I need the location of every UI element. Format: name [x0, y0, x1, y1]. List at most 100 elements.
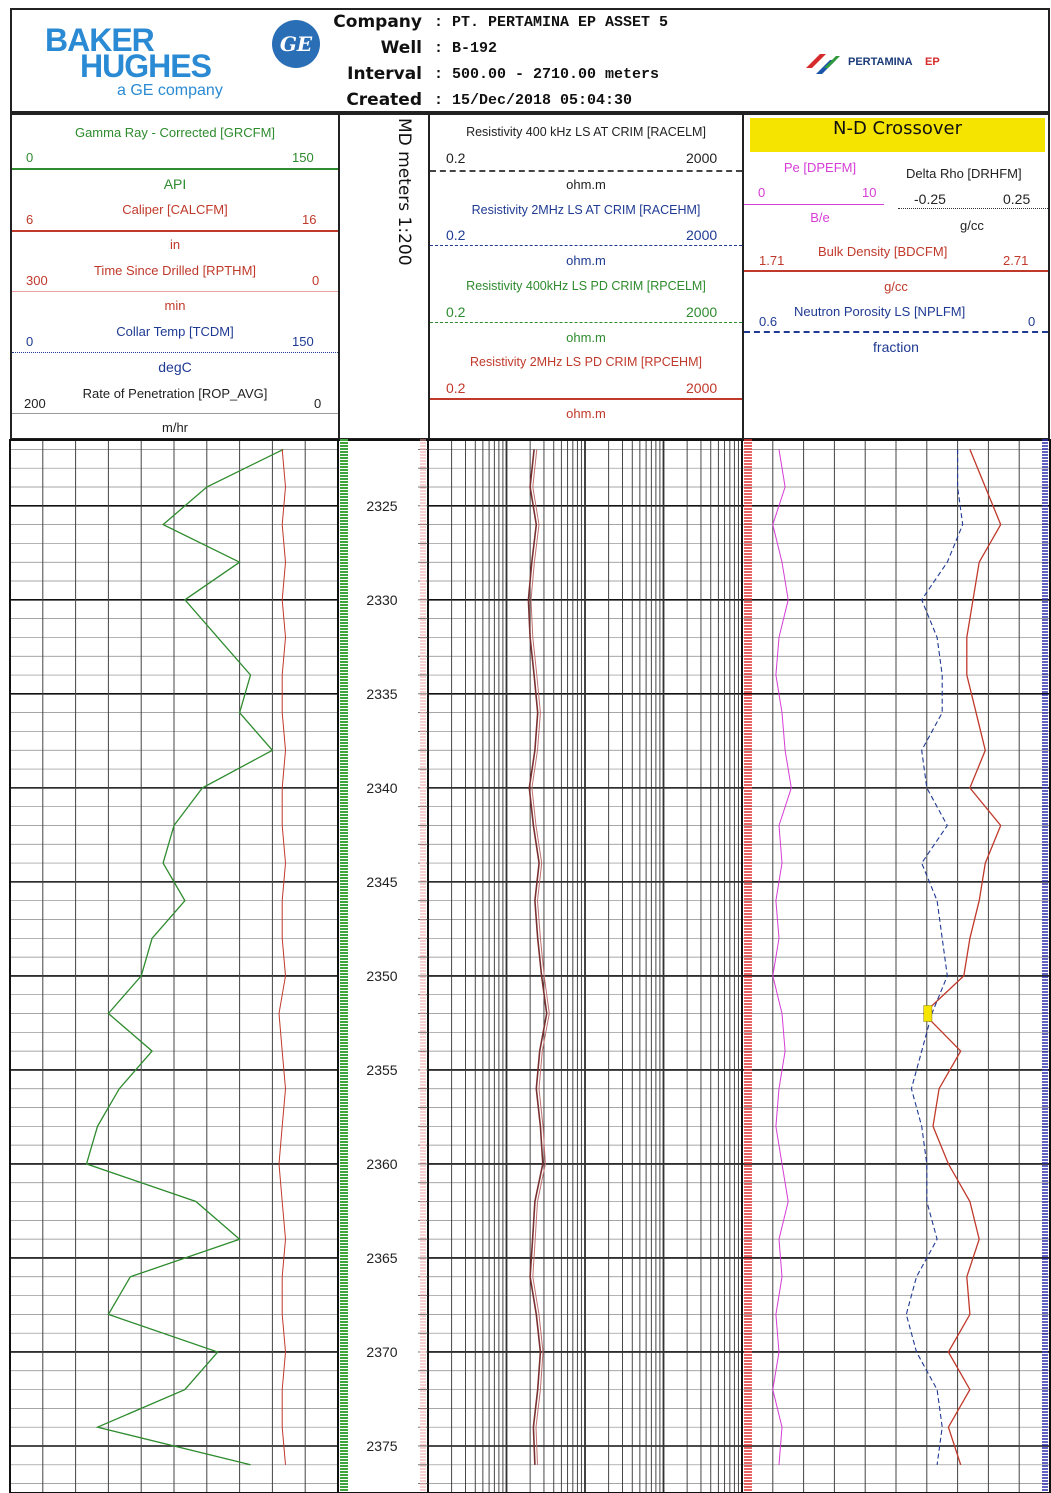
racehm-name: Resistivity 2MHz LS AT CRIM [RACEHM]	[471, 203, 701, 217]
tcdm-unit: degC	[158, 359, 192, 375]
rop-min: 200	[24, 396, 46, 411]
crossover-fill	[923, 1005, 933, 1022]
nplfm-min: 0.6	[759, 314, 778, 329]
tcdm-scale-line	[12, 352, 338, 353]
rpthm-unit: min	[164, 298, 186, 313]
rpcehm-unit: ohm.m	[566, 406, 606, 421]
rpcehm-min: 0.2	[446, 380, 466, 396]
racelm-unit: ohm.m	[566, 177, 606, 192]
bulk-density-curve	[922, 449, 1002, 1466]
logo-line2: HUGHES	[80, 48, 212, 84]
racelm-min: 0.2	[446, 150, 466, 166]
nplfm-unit: fraction	[873, 339, 919, 355]
well-value: B-192	[452, 40, 498, 57]
nplfm-name: Neutron Porosity LS [NPLFM]	[794, 304, 966, 319]
racehm-max: 2000	[686, 227, 718, 243]
depth-label: 2350	[366, 968, 397, 984]
well-label: Well	[380, 38, 422, 58]
ge-logo-text: GE	[279, 32, 313, 56]
interval-label: Interval	[347, 64, 422, 84]
baker-hughes-logo: BAKER HUGHES a GE company	[42, 22, 252, 107]
bdcfm-min: 1.71	[759, 253, 785, 268]
rpcelm-unit: ohm.m	[566, 330, 606, 345]
rop-max: 0	[314, 396, 322, 411]
logo-sub: a GE company	[117, 82, 223, 99]
drhfm-name: Delta Rho [DRHFM]	[906, 166, 1022, 181]
pe-unit: B/e	[810, 210, 830, 225]
ge-logo: GE	[272, 20, 320, 68]
created-value: 15/Dec/2018 05:04:30	[452, 92, 633, 109]
pe-name: Pe [DPEFM]	[783, 160, 857, 175]
rpcelm-min: 0.2	[446, 304, 466, 320]
drhfm-min: -0.25	[914, 191, 946, 207]
rpcehm-max: 2000	[686, 380, 718, 396]
rpthm-max: 0	[312, 273, 320, 288]
grcfm-max: 150	[292, 150, 314, 165]
depth-label: 2345	[366, 874, 397, 890]
nplfm-scale-line	[744, 331, 1048, 333]
bdcfm-scale-line	[744, 270, 1048, 272]
tcdm-name: Collar Temp [TCDM]	[116, 324, 234, 339]
racehm-unit: ohm.m	[566, 253, 606, 268]
company-sep: :	[434, 14, 444, 31]
racehm-scale-line	[430, 245, 742, 246]
calcfm-scale-line	[12, 230, 338, 232]
company-value: PT. PERTAMINA EP ASSET 5	[452, 14, 669, 31]
company-label: Company	[333, 12, 422, 32]
depth-label: 2325	[366, 498, 397, 514]
drhfm-scale-line	[898, 208, 1048, 209]
nplfm-max: 0	[1028, 314, 1036, 329]
rpcelm-scale-line	[430, 322, 742, 323]
pe-min: 0	[758, 185, 766, 200]
depth-label: 2370	[366, 1344, 397, 1360]
interval-value: 500.00 - 2710.00 meters	[452, 66, 660, 83]
logo-line1: BAKER	[45, 22, 155, 58]
racelm-scale-line	[430, 170, 742, 172]
rpcelm-name: Resistivity 400kHz LS PD CRIM [RPCELM]	[466, 279, 706, 293]
tcdm-min: 0	[26, 334, 34, 349]
well-sep: :	[434, 40, 444, 57]
racelm-name: Resistivity 400 kHz LS AT CRIM [RACELM]	[466, 125, 706, 139]
pertamina-logo: PERTAMINA EP	[802, 48, 972, 78]
calcfm-unit: in	[169, 237, 181, 252]
pertamina-mark-icon	[806, 54, 840, 74]
caliper-curve	[278, 449, 287, 1465]
pe-curve	[772, 449, 792, 1465]
resistivity-curve-2	[530, 449, 550, 1465]
tcdm-max: 150	[292, 334, 314, 349]
created-label: Created	[346, 90, 422, 110]
depth-label: 2355	[366, 1062, 397, 1078]
rpthm-min: 300	[26, 273, 48, 288]
calcfm-min: 6	[26, 212, 34, 227]
pertamina-logo-text: PERTAMINA	[848, 56, 913, 68]
pertamina-logo-suffix: EP	[925, 56, 940, 68]
resistivity-curve	[527, 449, 548, 1465]
rop-unit: m/hr	[162, 420, 188, 435]
gamma-ray-curve	[85, 448, 284, 1466]
grcfm-unit: API	[163, 176, 187, 192]
rpcelm-max: 2000	[686, 304, 718, 320]
nd-crossover-title: N-D Crossover	[750, 118, 1045, 152]
log-header: BAKER HUGHES a GE company GE Company : P…	[10, 8, 1050, 113]
depth-label: 2365	[366, 1250, 397, 1266]
calcfm-name: Caliper [CALCFM]	[122, 202, 228, 217]
rpthm-scale-line	[12, 291, 338, 292]
drhfm-unit: g/cc	[960, 218, 984, 233]
pe-max: 10	[862, 185, 877, 200]
pe-scale-line	[744, 204, 884, 205]
neutron-porosity-curve	[905, 449, 964, 1465]
grcfm-min: 0	[26, 150, 34, 165]
rpcehm-scale-line	[430, 398, 742, 400]
rop-scale-line	[12, 413, 338, 414]
depth-label: 2360	[366, 1156, 397, 1172]
bdcfm-name: Bulk Density [BDCFM]	[818, 244, 948, 259]
grcfm-scale-line	[12, 168, 338, 170]
interval-sep: :	[434, 66, 444, 83]
depth-label: 2375	[366, 1438, 397, 1454]
depth-label: 2335	[366, 686, 397, 702]
rpcehm-name: Resistivity 2MHz LS PD CRIM [RPCEHM]	[470, 355, 702, 369]
depth-label: 2330	[366, 592, 397, 608]
racelm-max: 2000	[686, 150, 718, 166]
rop-name: Rate of Penetration [ROP_AVG]	[82, 386, 268, 401]
